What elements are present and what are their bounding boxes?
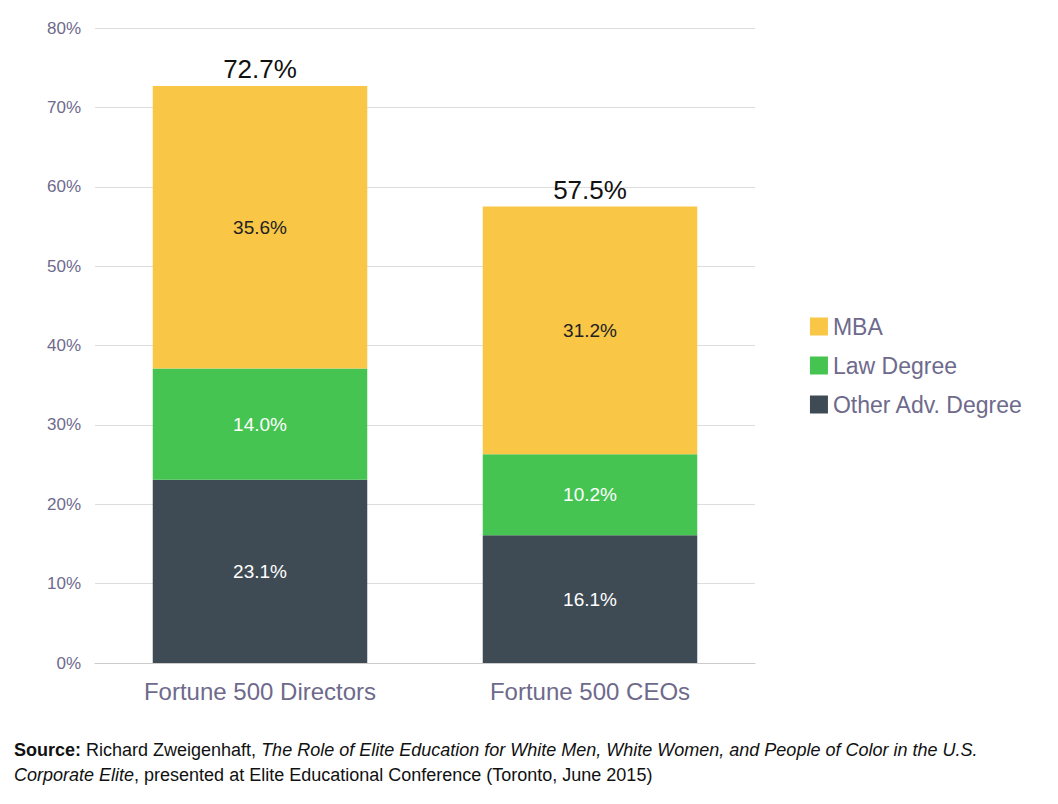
svg-text:14.0%: 14.0% [233,414,287,435]
svg-text:30%: 30% [47,415,81,434]
svg-text:Other Adv. Degree: Other Adv. Degree [833,392,1022,418]
svg-text:31.2%: 31.2% [563,320,617,341]
svg-text:10.2%: 10.2% [563,484,617,505]
svg-text:35.6%: 35.6% [233,217,287,238]
svg-text:60%: 60% [47,177,81,196]
svg-text:72.7%: 72.7% [223,54,297,84]
svg-text:57.5%: 57.5% [553,175,627,205]
svg-text:MBA: MBA [833,314,884,340]
svg-text:Law Degree: Law Degree [833,353,957,379]
svg-text:16.1%: 16.1% [563,589,617,610]
svg-text:10%: 10% [47,574,81,593]
svg-text:20%: 20% [47,495,81,514]
svg-text:80%: 80% [47,19,81,38]
svg-text:70%: 70% [47,98,81,117]
html-text:Source: Richard Zweigenhaft, T: Source: Richard Zweigenhaft, The Role of… [14,740,978,785]
svg-text:50%: 50% [47,257,81,276]
svg-text:Fortune 500 Directors: Fortune 500 Directors [144,678,376,705]
svg-text:0%: 0% [56,654,81,673]
svg-text:23.1%: 23.1% [233,561,287,582]
svg-text:Fortune 500 CEOs: Fortune 500 CEOs [490,678,690,705]
svg-text:40%: 40% [47,336,81,355]
